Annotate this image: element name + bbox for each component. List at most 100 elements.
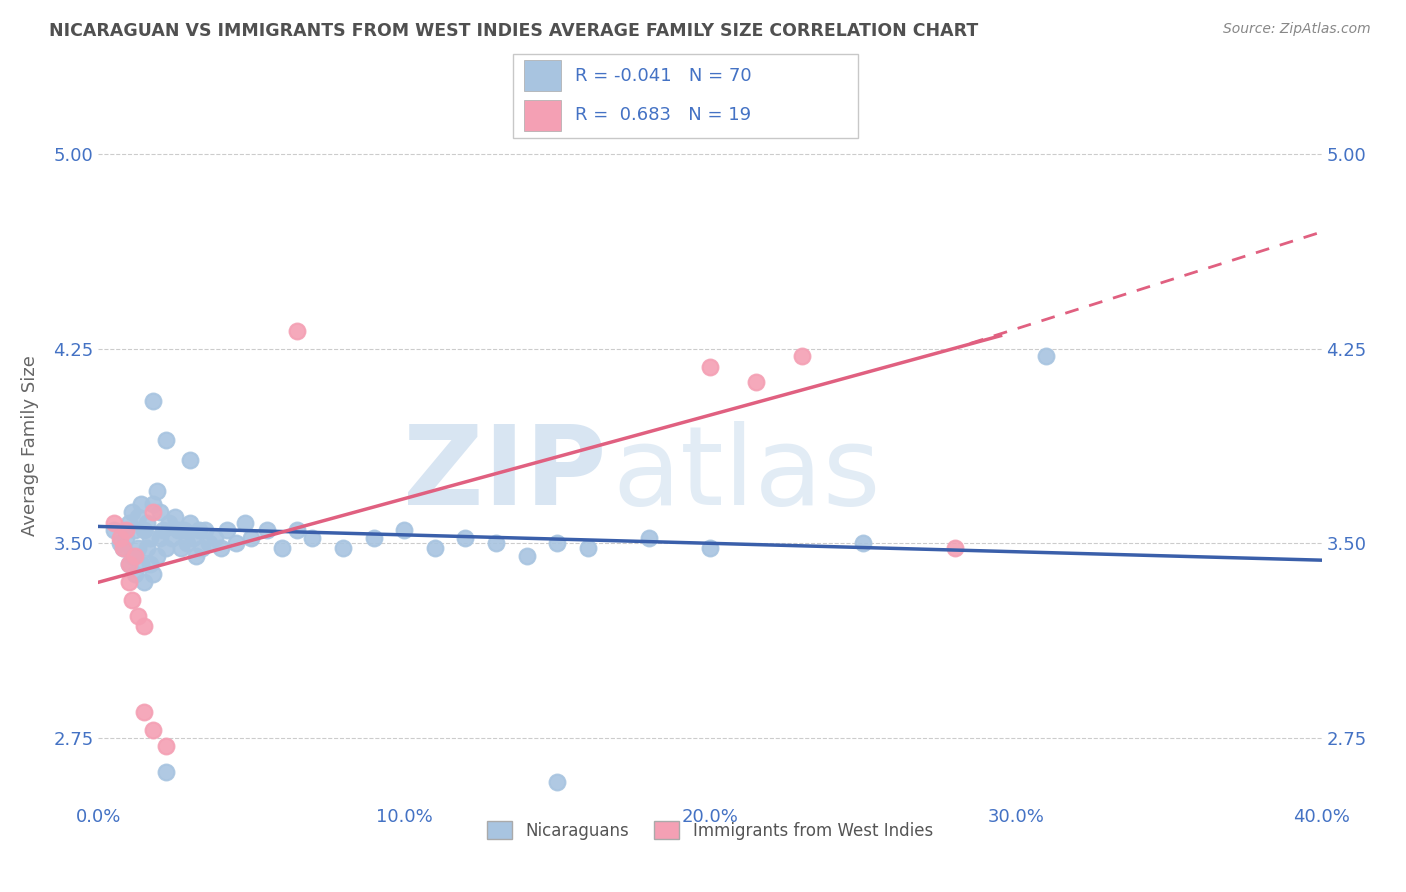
Point (115, 524, 138, 538)
Point (139, 557, 162, 571)
Point (142, 723, 165, 738)
Point (167, 524, 190, 538)
Point (215, 524, 238, 538)
Point (699, 359, 721, 374)
Point (139, 531, 162, 545)
Point (186, 549, 208, 564)
Point (118, 575, 141, 590)
Point (225, 536, 247, 550)
Point (790, 350, 813, 364)
Point (111, 541, 134, 556)
Point (285, 324, 308, 338)
Point (103, 516, 125, 530)
Point (637, 531, 661, 545)
Legend: Nicaraguans, Immigrants from West Indies: Nicaraguans, Immigrants from West Indies (479, 814, 941, 848)
Point (155, 739, 177, 753)
Point (149, 505, 172, 519)
Point (943, 541, 966, 556)
Point (129, 557, 152, 571)
Point (194, 524, 217, 538)
Point (270, 541, 292, 556)
Point (124, 567, 146, 582)
Point (363, 531, 385, 545)
Text: atlas: atlas (612, 421, 880, 528)
Point (699, 541, 721, 556)
FancyBboxPatch shape (513, 54, 858, 138)
Point (108, 536, 131, 550)
Point (142, 567, 165, 582)
Point (179, 516, 201, 530)
Point (1035, 350, 1057, 364)
Point (256, 524, 278, 538)
Point (134, 619, 156, 633)
Point (197, 536, 219, 550)
Point (516, 549, 538, 564)
Text: R = -0.041   N = 70: R = -0.041 N = 70 (575, 67, 752, 85)
Point (115, 531, 138, 545)
Point (179, 453, 201, 467)
Point (145, 549, 167, 564)
Point (454, 531, 477, 545)
Point (121, 505, 143, 519)
Point (155, 433, 177, 447)
Point (176, 536, 198, 550)
Point (155, 764, 177, 779)
Point (181, 531, 204, 545)
Point (118, 557, 141, 571)
Point (745, 376, 768, 390)
Point (160, 531, 183, 545)
Point (127, 541, 149, 556)
Text: Source: ZipAtlas.com: Source: ZipAtlas.com (1223, 22, 1371, 37)
Point (157, 516, 180, 530)
Text: ZIP: ZIP (402, 421, 606, 528)
Point (170, 541, 193, 556)
Point (121, 549, 143, 564)
Point (152, 524, 174, 538)
Point (423, 541, 446, 556)
Point (134, 524, 156, 538)
Point (136, 541, 159, 556)
Point (204, 531, 226, 545)
Point (108, 531, 131, 545)
Point (301, 531, 323, 545)
Point (142, 393, 165, 408)
Point (188, 524, 211, 538)
Point (129, 497, 152, 511)
Text: R =  0.683   N = 19: R = 0.683 N = 19 (575, 106, 751, 124)
Point (142, 505, 165, 519)
Point (124, 524, 146, 538)
Point (127, 510, 149, 524)
Point (163, 510, 186, 524)
Point (240, 531, 263, 545)
Point (118, 516, 141, 530)
Point (127, 609, 149, 624)
Y-axis label: Average Family Size: Average Family Size (21, 356, 39, 536)
Point (124, 549, 146, 564)
Point (149, 531, 172, 545)
Point (332, 541, 354, 556)
Point (118, 557, 141, 571)
Point (111, 541, 134, 556)
Point (546, 775, 568, 789)
Point (852, 536, 875, 550)
Point (285, 524, 308, 538)
Point (134, 705, 156, 719)
Point (392, 524, 416, 538)
Text: NICARAGUAN VS IMMIGRANTS FROM WEST INDIES AVERAGE FAMILY SIZE CORRELATION CHART: NICARAGUAN VS IMMIGRANTS FROM WEST INDIE… (49, 22, 979, 40)
Point (155, 541, 177, 556)
Point (142, 497, 165, 511)
Point (103, 524, 125, 538)
Point (121, 593, 143, 607)
Point (233, 516, 256, 530)
Point (173, 524, 195, 538)
Point (145, 484, 167, 499)
Point (134, 575, 156, 590)
Point (485, 536, 508, 550)
Point (546, 536, 568, 550)
Point (136, 516, 159, 530)
Point (209, 541, 232, 556)
Bar (523, 61, 561, 91)
Point (576, 541, 599, 556)
Point (191, 541, 214, 556)
Bar (523, 100, 561, 130)
